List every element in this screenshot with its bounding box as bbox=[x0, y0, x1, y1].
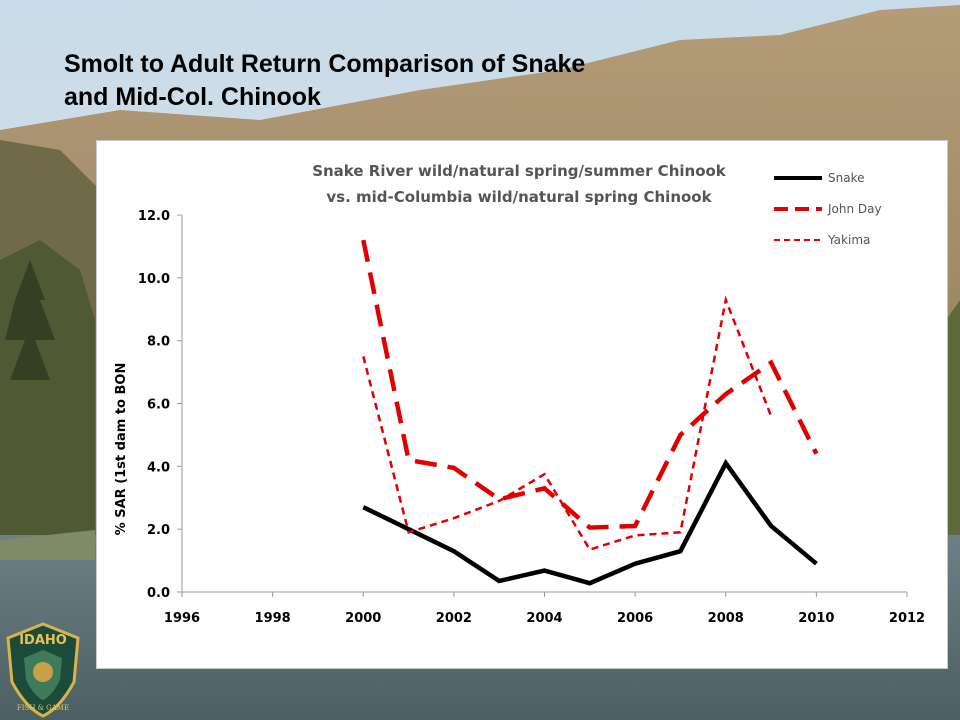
x-tick-label: 1996 bbox=[164, 611, 200, 626]
y-axis-ticks: 0.0 2.0 4.0 6.0 8.0 10.0 12.0 bbox=[138, 209, 182, 601]
x-tick-label: 2000 bbox=[345, 611, 381, 626]
logo-text-bottom: FISH & GAME bbox=[17, 704, 69, 712]
y-axis-label: % SAR (1st dam to BON bbox=[114, 363, 129, 536]
y-tick-label: 12.0 bbox=[138, 209, 170, 224]
slide-title: Smolt to Adult Return Comparison of Snak… bbox=[64, 48, 824, 114]
chart-legend: Snake John Day Yakima bbox=[774, 171, 882, 247]
legend-label-john-day: John Day bbox=[827, 202, 882, 216]
chart-panel: Snake River wild/natural spring/summer C… bbox=[96, 140, 948, 669]
sar-line-chart: Snake River wild/natural spring/summer C… bbox=[114, 162, 925, 626]
slide-title-line-1: Smolt to Adult Return Comparison of Snak… bbox=[64, 50, 586, 78]
logo-text-top: IDAHO bbox=[19, 633, 67, 648]
x-tick-label: 2002 bbox=[436, 611, 472, 626]
y-tick-label: 2.0 bbox=[147, 523, 170, 538]
legend-label-yakima: Yakima bbox=[827, 233, 870, 247]
y-tick-label: 10.0 bbox=[138, 272, 170, 287]
y-tick-label: 8.0 bbox=[147, 335, 170, 350]
y-tick-label: 0.0 bbox=[147, 586, 170, 601]
slide-title-line-2: and Mid-Col. Chinook bbox=[64, 83, 321, 111]
idaho-fish-and-game-logo: IDAHO FISH & GAME bbox=[6, 622, 80, 718]
legend-label-snake: Snake bbox=[828, 171, 864, 185]
x-axis-ticks: 1996 1998 2000 2002 2004 2006 2008 2010 2012 bbox=[164, 592, 925, 626]
y-tick-label: 6.0 bbox=[147, 398, 170, 413]
series-line-john-day bbox=[361, 239, 819, 530]
chart-title-line-2: vs. mid-Columbia wild/natural spring Chi… bbox=[326, 188, 712, 206]
x-tick-label: 2008 bbox=[708, 611, 744, 626]
chart-title-line-1: Snake River wild/natural spring/summer C… bbox=[312, 162, 727, 180]
y-tick-label: 4.0 bbox=[147, 460, 170, 475]
series-layer bbox=[361, 239, 819, 586]
deer-icon bbox=[33, 662, 53, 682]
x-tick-label: 1998 bbox=[255, 611, 291, 626]
x-tick-label: 2004 bbox=[526, 611, 562, 626]
series-line-snake bbox=[362, 458, 818, 586]
x-tick-label: 2010 bbox=[798, 611, 834, 626]
series-line-yakima bbox=[362, 295, 773, 552]
x-tick-label: 2012 bbox=[889, 611, 925, 626]
x-tick-label: 2006 bbox=[617, 611, 653, 626]
